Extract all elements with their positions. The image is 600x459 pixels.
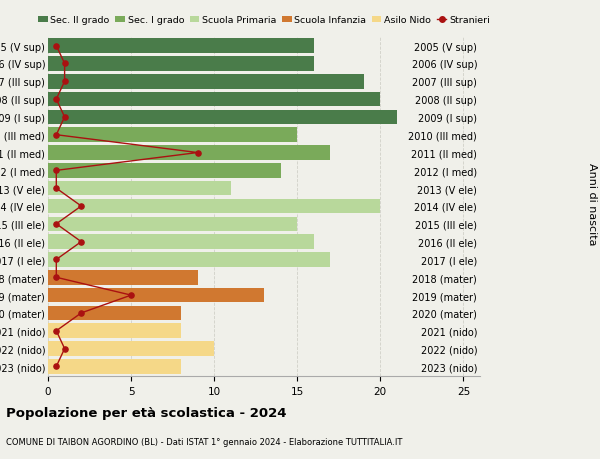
- Bar: [48, 181, 231, 196]
- Point: [60, 114, 70, 121]
- Bar: [48, 306, 181, 320]
- Bar: [48, 93, 380, 107]
- Point: [52, 43, 61, 50]
- Bar: [48, 217, 297, 232]
- Point: [52, 274, 61, 281]
- Bar: [48, 128, 297, 143]
- Point: [60, 345, 70, 353]
- Point: [76, 203, 86, 210]
- Point: [60, 78, 70, 86]
- Point: [52, 168, 61, 175]
- Bar: [48, 252, 331, 267]
- Bar: [48, 199, 380, 214]
- Text: Anni di nascita: Anni di nascita: [587, 163, 597, 246]
- Point: [76, 238, 86, 246]
- Bar: [48, 75, 364, 90]
- Text: Popolazione per età scolastica - 2024: Popolazione per età scolastica - 2024: [6, 406, 287, 419]
- Point: [52, 363, 61, 370]
- Point: [60, 61, 70, 68]
- Text: COMUNE DI TAIBON AGORDINO (BL) - Dati ISTAT 1° gennaio 2024 - Elaborazione TUTTI: COMUNE DI TAIBON AGORDINO (BL) - Dati IS…: [6, 437, 403, 446]
- Point: [126, 292, 136, 299]
- Point: [52, 132, 61, 139]
- Point: [193, 150, 202, 157]
- Bar: [48, 359, 181, 374]
- Point: [52, 185, 61, 192]
- Bar: [48, 288, 264, 303]
- Bar: [48, 341, 214, 356]
- Bar: [48, 235, 314, 249]
- Bar: [48, 146, 331, 161]
- Bar: [48, 324, 181, 338]
- Point: [76, 309, 86, 317]
- Legend: Sec. II grado, Sec. I grado, Scuola Primaria, Scuola Infanzia, Asilo Nido, Stran: Sec. II grado, Sec. I grado, Scuola Prim…: [38, 16, 490, 25]
- Bar: [48, 39, 314, 54]
- Bar: [48, 164, 281, 178]
- Bar: [48, 270, 197, 285]
- Bar: [48, 57, 314, 72]
- Point: [52, 96, 61, 104]
- Point: [52, 327, 61, 335]
- Point: [52, 221, 61, 228]
- Bar: [48, 110, 397, 125]
- Point: [52, 256, 61, 263]
